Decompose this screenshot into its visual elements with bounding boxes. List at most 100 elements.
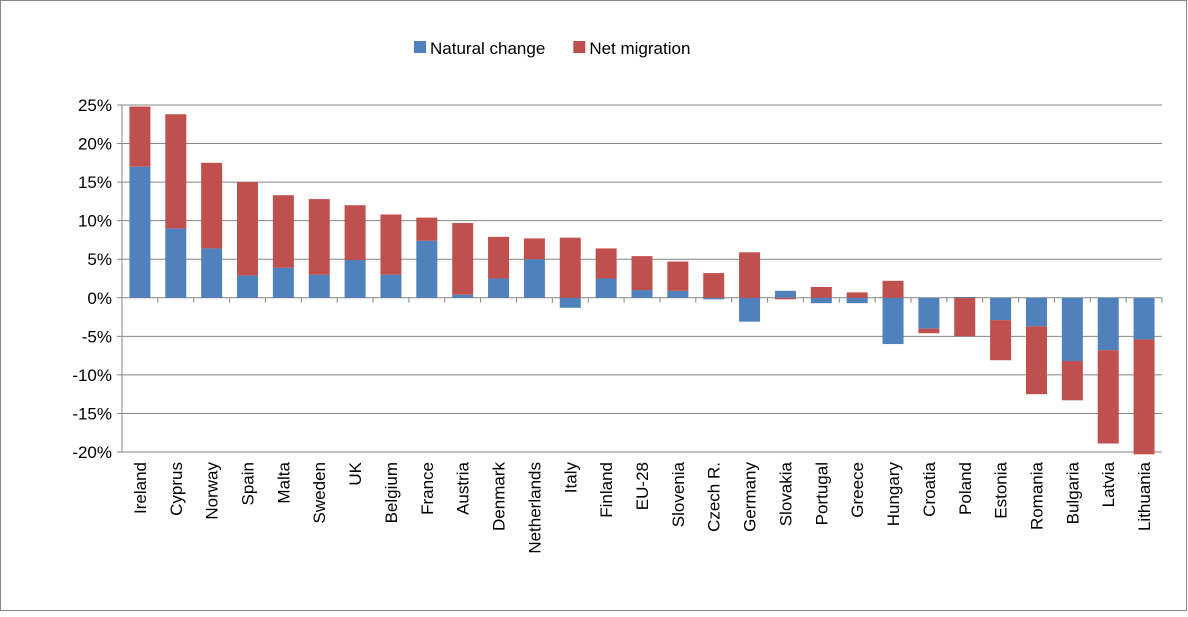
bar-segment [739,252,761,298]
bar-segment [846,297,868,304]
x-tick-label: Cyprus [167,462,186,516]
bar-segment [595,278,617,298]
x-tick-label: Sweden [310,462,329,523]
bar-segment [452,294,474,298]
x-tick-label: Netherlands [525,462,544,554]
bar-segment [1061,297,1083,362]
bar-segment [1133,297,1155,340]
bar-segment [954,297,976,337]
x-tick-label: Slovenia [669,461,688,527]
bar-segment [810,297,832,304]
x-tick-label: Malta [274,461,293,503]
x-tick-label: Estonia [992,461,1011,518]
x-tick-label: Austria [454,461,473,514]
bar-segment [129,166,151,298]
bar-segment [810,286,832,298]
y-tick-label: 5% [87,250,112,269]
bar-segment [1025,326,1047,395]
x-tick-label: Poland [956,462,975,515]
bar-segment [774,297,796,300]
bar-segment [201,248,223,298]
y-tick-label: -20% [72,443,112,462]
x-tick-label: UK [346,461,365,485]
bar-segment [918,328,940,334]
bar-segment [237,275,259,298]
bar-segment [703,273,725,298]
legend: Natural change Net migration [414,39,690,58]
bar-segment [272,267,294,298]
bar-segment [1097,350,1119,444]
bar-segment [559,237,581,298]
y-tick-label: 20% [78,135,112,154]
x-tick-label: Germany [741,462,760,532]
x-tick-label: Hungary [884,462,903,527]
y-tick-label: 25% [78,96,112,115]
x-tick-label: Slovakia [776,461,795,526]
x-tick-label: France [418,462,437,515]
bar-segment [595,248,617,279]
bar-segment [165,228,187,298]
x-tick-label: EU-28 [633,462,652,510]
bar-segment [452,222,474,295]
bar-segment [523,259,545,298]
x-tick-label: Bulgaria [1063,461,1082,524]
bar-segment [1133,339,1155,455]
x-tick-label: Lithuania [1135,461,1154,531]
bar-segment [308,274,330,298]
x-tick-label: Finland [597,462,616,518]
bar-segment [488,236,510,279]
y-tick-label: -5% [82,327,112,346]
bar-segment [882,280,904,298]
bar-segment [308,199,330,275]
x-tick-label: Italy [561,462,580,494]
x-tick-label: Croatia [920,461,939,516]
bar-segment [882,297,904,345]
bar-segment [380,274,402,298]
bar-segment [523,238,545,260]
bar-segment [954,297,976,298]
bar-segment [739,297,761,322]
bar-segment [165,114,187,229]
bar-segment [237,182,259,276]
bar-segment [990,320,1012,361]
bar-segment [1061,361,1083,401]
legend-swatch [573,41,586,53]
bar-segment [559,297,581,308]
bar-segment [272,195,294,268]
y-tick-label: 10% [78,212,112,231]
y-tick-label: -10% [72,366,112,385]
x-tick-label: Ireland [131,462,150,514]
bar-segment [703,297,725,300]
y-tick-label: 0% [87,289,112,308]
legend-swatch [414,41,426,53]
bar-segment [1025,297,1047,327]
legend-label: Natural change [430,39,545,58]
bar-segment [990,297,1012,321]
bar-segment [631,290,653,298]
bar-segment [774,290,796,298]
x-tick-label: Norway [203,462,222,520]
x-tick-label: Denmark [490,462,509,531]
bar-segment [846,292,868,298]
y-tick-label: 15% [78,173,112,192]
bar-segment [488,278,510,298]
x-tick-label: Czech R. [705,462,724,532]
x-tick-label: Belgium [382,462,401,523]
x-tick-label: Portugal [812,462,831,525]
bar-segment [344,205,366,260]
bar-segment [416,217,438,241]
bar-segment [380,214,402,275]
bar-segment [667,261,689,291]
x-tick-label: Greece [848,462,867,518]
y-tick-label: -15% [72,404,112,423]
bar-segment [1097,297,1119,351]
bar-segment [667,290,689,298]
bar-segment [344,259,366,298]
bar-segment [129,106,151,167]
bar-segment [918,297,940,329]
bar-segment [201,162,223,249]
x-tick-label: Spain [239,462,258,505]
legend-label: Net migration [589,39,690,58]
